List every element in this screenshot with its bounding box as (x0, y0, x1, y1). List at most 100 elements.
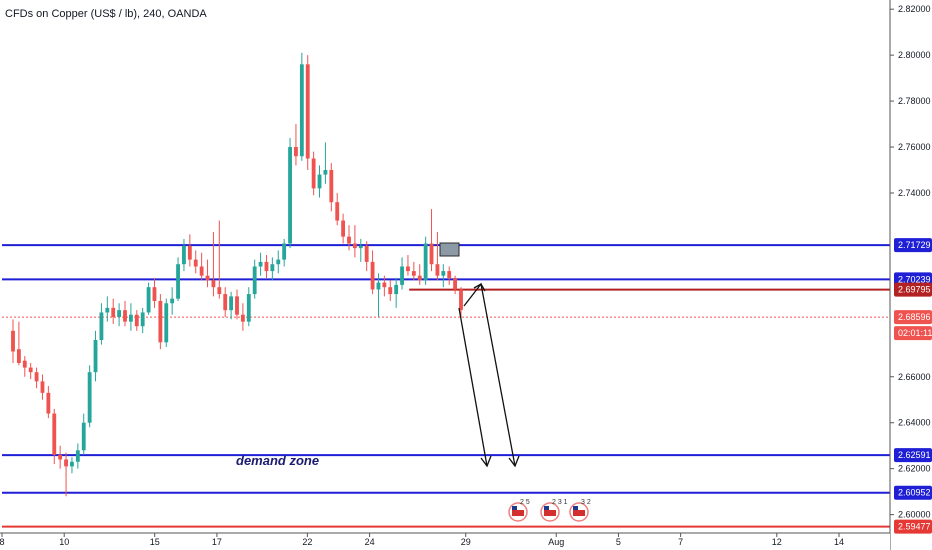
candle-body (176, 264, 180, 299)
time-axis-ticks: 8 10 15 17 22 24 29 Aug 5 7 12 14 (0, 533, 844, 547)
candle-body (229, 296, 234, 311)
candle-body (28, 367, 33, 373)
candle-body (22, 360, 27, 368)
candlesticks (11, 52, 463, 497)
candle-body (400, 266, 404, 285)
price-tick-label: 2.80000 (898, 50, 931, 60)
time-tick-label: Aug (548, 537, 564, 547)
event-count-label: 2 5 (520, 499, 530, 506)
price-label-badge (894, 448, 932, 463)
candle-body (123, 310, 127, 322)
projection-arrow-1[interactable] (458, 307, 488, 467)
candle-body (352, 243, 357, 249)
candle-body (223, 294, 228, 311)
candle-body (105, 307, 110, 313)
candle-body (217, 287, 222, 295)
flag-canton (512, 506, 517, 510)
event-count-label: 2 3 1 (552, 499, 568, 506)
event-count-label: 3 2 (581, 499, 591, 506)
candle-body (81, 422, 86, 451)
flag-stripes (573, 510, 585, 516)
candle-body (341, 220, 346, 237)
candle-body (282, 243, 287, 260)
drawings (439, 242, 520, 468)
demand-zone-annotation: demand zone (236, 453, 319, 468)
time-tick-label: 5 (616, 537, 621, 547)
candle-body (199, 266, 204, 276)
candle-body (317, 174, 322, 189)
economic-events: 2 5 2 3 1 3 2 (508, 499, 591, 522)
candle-body (182, 245, 186, 265)
candle-body (329, 170, 334, 203)
price-label-text: 2.59477 (898, 522, 931, 532)
candle-body (87, 372, 92, 423)
candle-body (347, 236, 351, 244)
candle-body (394, 284, 399, 295)
flag-stripes (512, 510, 524, 516)
candle-body (406, 266, 410, 272)
horizontal-levels (2, 244, 890, 528)
candle-body (270, 264, 275, 272)
candle-body (435, 264, 440, 276)
flag-stripes (544, 510, 556, 516)
price-tick-label: 2.66000 (898, 372, 931, 382)
candle-body (146, 287, 151, 313)
time-tick-label: 17 (212, 537, 222, 547)
candle-body (235, 296, 239, 315)
candle-body (52, 413, 57, 455)
candle-body (252, 266, 257, 295)
candle-body (305, 64, 310, 159)
candle-body (16, 349, 21, 363)
candle-body (46, 392, 51, 414)
candle-body (128, 314, 133, 322)
price-label-badge (894, 282, 932, 297)
time-tick-label: 14 (834, 537, 844, 547)
marker-box[interactable] (439, 242, 460, 257)
candle-body (447, 271, 452, 278)
countdown-badge (894, 326, 932, 341)
candle-body (246, 294, 251, 322)
candle-body (75, 450, 80, 462)
price-label-badge (894, 519, 932, 534)
price-tick-label: 2.60000 (898, 510, 931, 520)
time-tick-label: 12 (772, 537, 782, 547)
candle-body (93, 340, 98, 373)
candle-body (311, 158, 316, 189)
time-tick-label: 24 (365, 537, 375, 547)
candle-body (64, 459, 68, 467)
candle-body (40, 381, 45, 393)
flag-canton (544, 506, 549, 510)
price-tick-label: 2.62000 (898, 464, 931, 474)
price-tick-label: 2.82000 (898, 4, 931, 14)
candle-body (276, 259, 281, 265)
price-tick-label: 2.76000 (898, 142, 931, 152)
time-tick-label: 22 (302, 537, 312, 547)
flag-canton (573, 506, 578, 510)
candle-body (140, 312, 145, 327)
chart-title: CFDs on Copper (US$ / lb), 240, OANDA (5, 8, 207, 20)
price-label-badge (894, 238, 932, 253)
candle-body (170, 298, 175, 304)
candle-body (158, 300, 163, 343)
candle-body (417, 275, 422, 281)
candle-body (240, 314, 245, 322)
candle-body (364, 245, 369, 262)
candle-body (152, 287, 157, 301)
candle-body (187, 245, 192, 260)
countdown-label: 02:01:11 (898, 328, 932, 338)
price-label-badge (894, 310, 932, 325)
candle-body (264, 261, 269, 272)
arrowhead-2-down (508, 455, 520, 468)
candle-body (11, 330, 15, 352)
arrowhead-2-up (473, 283, 486, 292)
candle-body (335, 202, 340, 221)
candle-body (388, 287, 393, 295)
candle-body (429, 243, 434, 265)
candle-body (299, 64, 304, 157)
candle-body (453, 277, 458, 290)
candle-body (370, 261, 375, 290)
candle-body (288, 147, 292, 244)
time-axis (0, 533, 890, 550)
candle-body (294, 147, 298, 157)
